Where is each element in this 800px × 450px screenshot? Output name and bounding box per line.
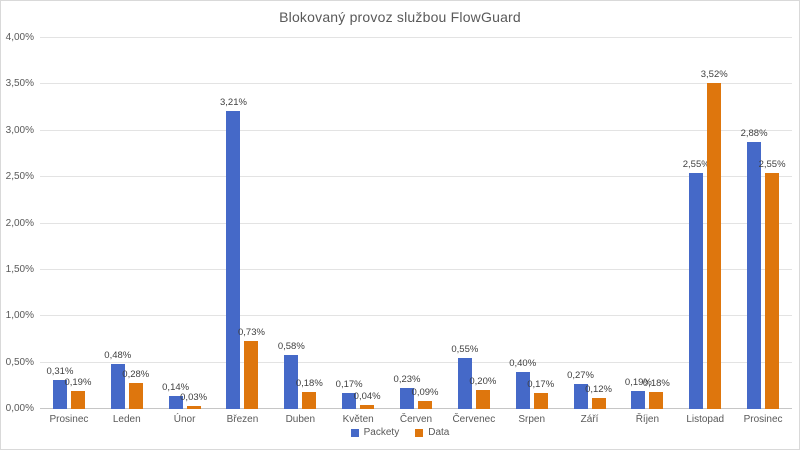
y-tick-label: 3,00% <box>5 124 34 136</box>
bar-data-duben <box>302 392 317 409</box>
y-tick-label: 0,50% <box>5 356 34 368</box>
data-label: 2,55% <box>682 158 710 170</box>
x-category-label: Únor <box>173 414 196 425</box>
legend-item-packety: Packety <box>350 427 400 438</box>
data-label: 0,09% <box>411 386 439 398</box>
bar-packety-září <box>573 383 588 409</box>
x-category-label: Září <box>580 414 599 425</box>
data-label: 2,88% <box>740 127 768 139</box>
data-label: 0,20% <box>469 376 497 388</box>
data-label: 0,19% <box>624 377 652 389</box>
bar-data-březen <box>244 341 259 409</box>
gridline <box>40 129 792 131</box>
bar-packety-leden <box>110 364 125 409</box>
legend: Packety Data <box>1 427 799 438</box>
bar-data-prosinec <box>70 391 85 409</box>
bar-packety-říjen <box>631 391 646 409</box>
data-label: 0,55% <box>451 344 479 355</box>
data-label: 2,55% <box>758 158 786 170</box>
data-label: 3,52% <box>700 68 728 80</box>
data-label: 0,18% <box>642 378 670 390</box>
x-category-label: Srpen <box>518 414 546 425</box>
legend-item-data: Data <box>415 427 449 438</box>
bar-data-srpen <box>533 393 548 409</box>
data-label: 0,58% <box>277 341 305 353</box>
bar-data-červenec <box>475 390 490 409</box>
legend-label: Data <box>428 427 450 438</box>
chart-title: Blokovaný provoz službou FlowGuard <box>279 9 521 25</box>
legend-swatch-packety <box>350 428 359 437</box>
bar-data-prosinec <box>765 172 780 409</box>
x-category-label: Květen <box>342 414 374 425</box>
bar-data-květen <box>360 405 375 409</box>
gridline <box>40 222 792 224</box>
bar-packety-listopad <box>689 172 704 409</box>
x-category-label: Listopad <box>686 414 725 425</box>
x-category-label: Prosinec <box>743 414 783 425</box>
data-label: 0,17% <box>527 379 555 391</box>
gridline <box>40 361 792 363</box>
gridline <box>40 83 792 85</box>
data-label: 0,40% <box>509 357 537 369</box>
bar-data-listopad <box>707 82 722 409</box>
y-tick-label: 2,50% <box>5 171 34 183</box>
data-label: 3,21% <box>219 97 247 109</box>
y-tick-label: 1,00% <box>5 310 34 322</box>
gridline <box>40 268 792 270</box>
x-axis-line <box>40 408 792 409</box>
bar-packety-duben <box>284 355 299 409</box>
bar-packety-červenec <box>457 358 472 409</box>
legend-swatch-data <box>415 428 424 437</box>
bar-data-říjen <box>649 392 664 409</box>
data-label: 0,18% <box>295 378 323 390</box>
data-label: 0,27% <box>567 369 594 381</box>
y-tick-label: 4,00% <box>5 32 34 43</box>
data-label: 0,17% <box>335 379 363 391</box>
data-label: 0,19% <box>64 377 92 389</box>
bar-data-únor <box>186 406 201 409</box>
data-label: 0,14% <box>162 382 190 394</box>
bar-data-leden <box>128 383 143 409</box>
gridline <box>40 315 792 317</box>
y-tick-label: 0,00% <box>5 403 34 414</box>
bar-data-červen <box>418 400 432 409</box>
data-label: 0,73% <box>237 327 265 339</box>
y-tick-label: 1,50% <box>5 263 34 275</box>
bar-packety-srpen <box>515 371 530 409</box>
bar-packety-prosinec <box>747 141 762 409</box>
x-category-label: Říjen <box>635 414 660 425</box>
data-label: 0,28% <box>122 369 150 381</box>
data-label: 0,48% <box>104 350 132 362</box>
x-category-label: Březen <box>226 414 259 425</box>
y-tick-label: 2,00% <box>5 217 34 229</box>
x-category-label: Červenec <box>452 414 496 425</box>
bar-packety-březen <box>226 111 241 409</box>
gridline <box>40 37 792 38</box>
bar-packety-květen <box>342 393 357 409</box>
legend-label: Packety <box>363 427 400 438</box>
data-label: 0,04% <box>353 391 381 403</box>
bar-data-září <box>591 397 606 409</box>
x-category-label: Prosinec <box>49 414 89 425</box>
data-label: 0,23% <box>393 373 421 385</box>
x-category-label: Leden <box>112 414 141 425</box>
bar-packety-únor <box>168 396 183 409</box>
plot-area: 0,31% 0,19% 0,48% 0,28% 0,14% 0,03% 3,21% 0,73%… <box>40 37 792 409</box>
data-label: 0,12% <box>585 383 612 395</box>
bar-packety-prosinec <box>52 380 67 409</box>
gridline <box>40 176 792 178</box>
y-tick-label: 3,50% <box>5 78 34 90</box>
x-category-label: Červen <box>399 414 433 425</box>
bar-packety-červen <box>400 387 414 409</box>
data-label: 0,03% <box>180 392 208 404</box>
x-category-label: Duben <box>285 414 316 425</box>
data-label: 0,31% <box>46 366 74 378</box>
